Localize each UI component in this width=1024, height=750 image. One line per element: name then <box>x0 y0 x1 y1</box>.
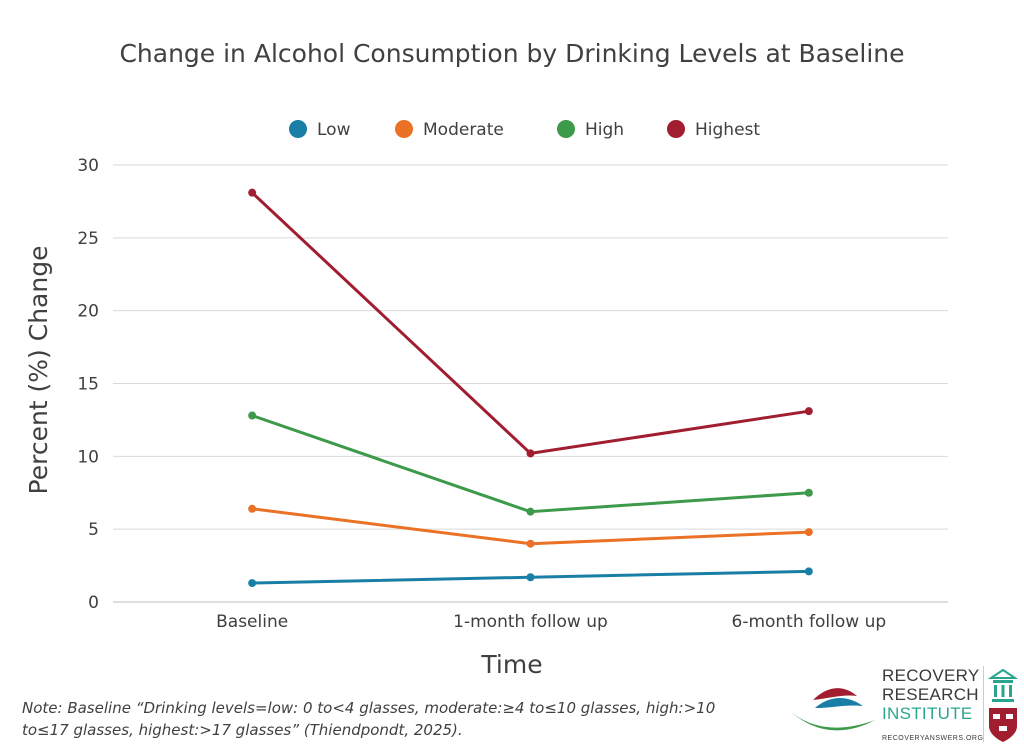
x-axis-ticks: Baseline 1-month follow up 6-month follow … <box>216 612 886 632</box>
data-point <box>804 528 813 537</box>
legend-marker <box>557 120 575 138</box>
legend-label: Highest <box>695 120 760 140</box>
legend-label: Moderate <box>423 120 504 140</box>
leaf-mark-icon <box>791 688 875 731</box>
logo-wordmark: RECOVERY RESEARCH INSTITUTE <box>882 666 980 723</box>
data-point <box>804 407 813 416</box>
logo-url: RECOVERYANSWERS.ORG <box>882 735 984 742</box>
y-tick-label: 20 <box>77 302 99 322</box>
legend-item-low: Low <box>289 120 351 140</box>
logo-line-2: RESEARCH <box>882 685 979 704</box>
legend-marker <box>395 120 413 138</box>
legend-label: High <box>585 120 624 140</box>
data-point <box>526 449 535 458</box>
series-line <box>251 191 810 455</box>
series-line <box>251 414 809 514</box>
legend-label: Low <box>317 120 351 140</box>
y-tick-label: 15 <box>77 375 99 395</box>
data-point <box>526 539 535 548</box>
harvard-shield-icon <box>983 666 1019 742</box>
data-point <box>248 411 257 420</box>
series-moderate <box>248 504 813 548</box>
chart-title: Change in Alcohol Consumption by Drinkin… <box>119 39 904 68</box>
y-tick-label: 30 <box>77 156 99 176</box>
y-tick-label: 5 <box>88 520 99 540</box>
recovery-research-institute-logo: RECOVERY RESEARCH INSTITUTE RECOVERYANSW… <box>785 662 1019 748</box>
series-lines <box>248 188 813 588</box>
data-point <box>804 567 813 576</box>
y-axis-ticks: 0 5 10 15 20 25 30 <box>77 156 99 613</box>
series-high <box>248 411 813 516</box>
logo-line-3: INSTITUTE <box>882 704 973 723</box>
legend-item-highest: Highest <box>667 120 760 140</box>
data-point <box>248 188 257 197</box>
legend-item-moderate: Moderate <box>395 120 504 140</box>
x-tick-label: 1-month follow up <box>453 612 608 632</box>
legend-item-high: High <box>557 120 624 140</box>
gridlines <box>113 164 948 603</box>
y-tick-label: 10 <box>77 447 99 467</box>
x-axis-title: Time <box>480 650 542 679</box>
x-tick-label: 6-month follow up <box>732 612 887 632</box>
logo-line-1: RECOVERY <box>882 666 980 685</box>
data-point <box>804 488 813 497</box>
series-highest <box>248 188 813 458</box>
y-axis-title: Percent (%) Change <box>24 246 53 495</box>
legend-marker <box>289 120 307 138</box>
data-point <box>526 573 535 582</box>
x-tick-label: Baseline <box>216 612 288 632</box>
legend-marker <box>667 120 685 138</box>
legend: Low Moderate High Highest <box>289 120 760 140</box>
data-point <box>248 579 257 588</box>
series-low <box>248 567 813 588</box>
footnote: Note: Baseline “Drinking levels=low: 0 t… <box>22 699 716 739</box>
y-tick-label: 25 <box>77 229 99 249</box>
data-point <box>526 507 535 516</box>
data-point <box>248 504 257 513</box>
y-tick-label: 0 <box>88 593 99 613</box>
